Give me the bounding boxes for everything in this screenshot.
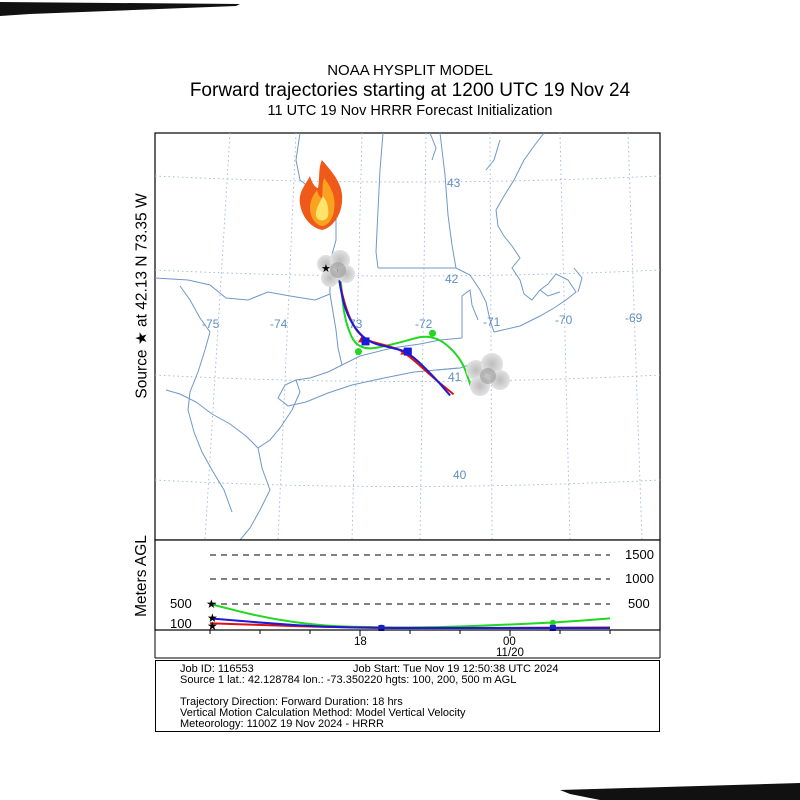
vertical-trajectories	[209, 603, 611, 631]
trajectory-marker-green	[429, 329, 436, 337]
trajectory-direction: Trajectory Direction: Forward Duration: …	[180, 696, 403, 708]
map-gridlines	[155, 133, 660, 540]
job-start: Job Start: Tue Nov 19 12:50:38 UTC 2024	[353, 663, 559, 675]
lat-label-40: 40	[453, 468, 467, 482]
lon-label-71: -71	[483, 315, 501, 329]
source-coordinates: Source 1 lat.: 42.128784 lon.: -73.35022…	[180, 674, 517, 686]
lon-label-69: -69	[625, 311, 643, 325]
map-coastlines	[155, 133, 583, 540]
fire-icon	[299, 160, 343, 230]
svg-text:★: ★	[321, 263, 331, 275]
svg-text:★: ★	[206, 597, 217, 611]
bottom-brush-stroke	[560, 783, 800, 800]
vertical-tick-1500: 1500	[625, 547, 654, 562]
meteorology: Meteorology: 1100Z 19 Nov 2024 - HRRR	[180, 718, 385, 730]
trajectory-marker-blue	[361, 337, 370, 346]
trajectory-marker-blue	[403, 347, 412, 356]
vertical-motion-method: Vertical Motion Calculation Method: Mode…	[180, 707, 466, 719]
svg-text:★: ★	[207, 611, 218, 625]
vertical-tick-1000: 1000	[625, 571, 654, 586]
time-tick-date: 11/20	[496, 647, 524, 659]
lat-label-42: 42	[445, 272, 459, 286]
smoke-icon-source	[317, 250, 355, 287]
vertical-marker-green	[549, 619, 556, 626]
top-brush-stroke	[0, 2, 240, 16]
vertical-left-tick-500: 500	[170, 596, 192, 611]
svg-text:★: ★	[207, 619, 218, 633]
lon-label-72: -72	[415, 317, 433, 331]
chart-init-label: 11 UTC 19 Nov HRRR Forecast Initializati…	[267, 103, 553, 119]
lon-label-74: -74	[270, 317, 288, 331]
lat-label-41: 41	[448, 370, 462, 384]
chart-title: NOAA HYSPLIT MODEL	[327, 62, 493, 79]
chart-titles: NOAA HYSPLIT MODEL Forward trajectories …	[130, 62, 690, 120]
vertical-marker-blue	[378, 625, 385, 631]
lon-label-75: -75	[202, 317, 220, 331]
map-panel-frame	[154, 132, 661, 541]
chart-subtitle: Forward trajectories starting at 1200 UT…	[189, 80, 631, 101]
vertical-source-stars: ★ ★ ★	[206, 597, 218, 633]
vertical-line-blue	[209, 617, 610, 629]
vertical-marker-blue	[549, 625, 556, 631]
time-tick-18: 18	[354, 636, 367, 648]
time-axis-ticks	[209, 630, 611, 636]
job-info-box: Job ID: 116553 Job Start: Tue Nov 19 12:…	[155, 660, 660, 732]
vertical-tick-500: 500	[628, 596, 650, 611]
lon-label-70: -70	[555, 313, 573, 327]
lat-label-43: 43	[447, 176, 461, 190]
vertical-left-tick-100: 100	[170, 616, 192, 631]
vertical-panel-gridlines	[210, 554, 610, 605]
trajectory-marker-green	[354, 348, 362, 356]
time-tick-00: 00	[503, 636, 516, 648]
job-id: Job ID: 116553	[180, 663, 254, 675]
smoke-icon-destination	[466, 353, 510, 396]
source-star-icon: ★	[321, 263, 331, 275]
vertical-panel-frame	[154, 539, 661, 631]
